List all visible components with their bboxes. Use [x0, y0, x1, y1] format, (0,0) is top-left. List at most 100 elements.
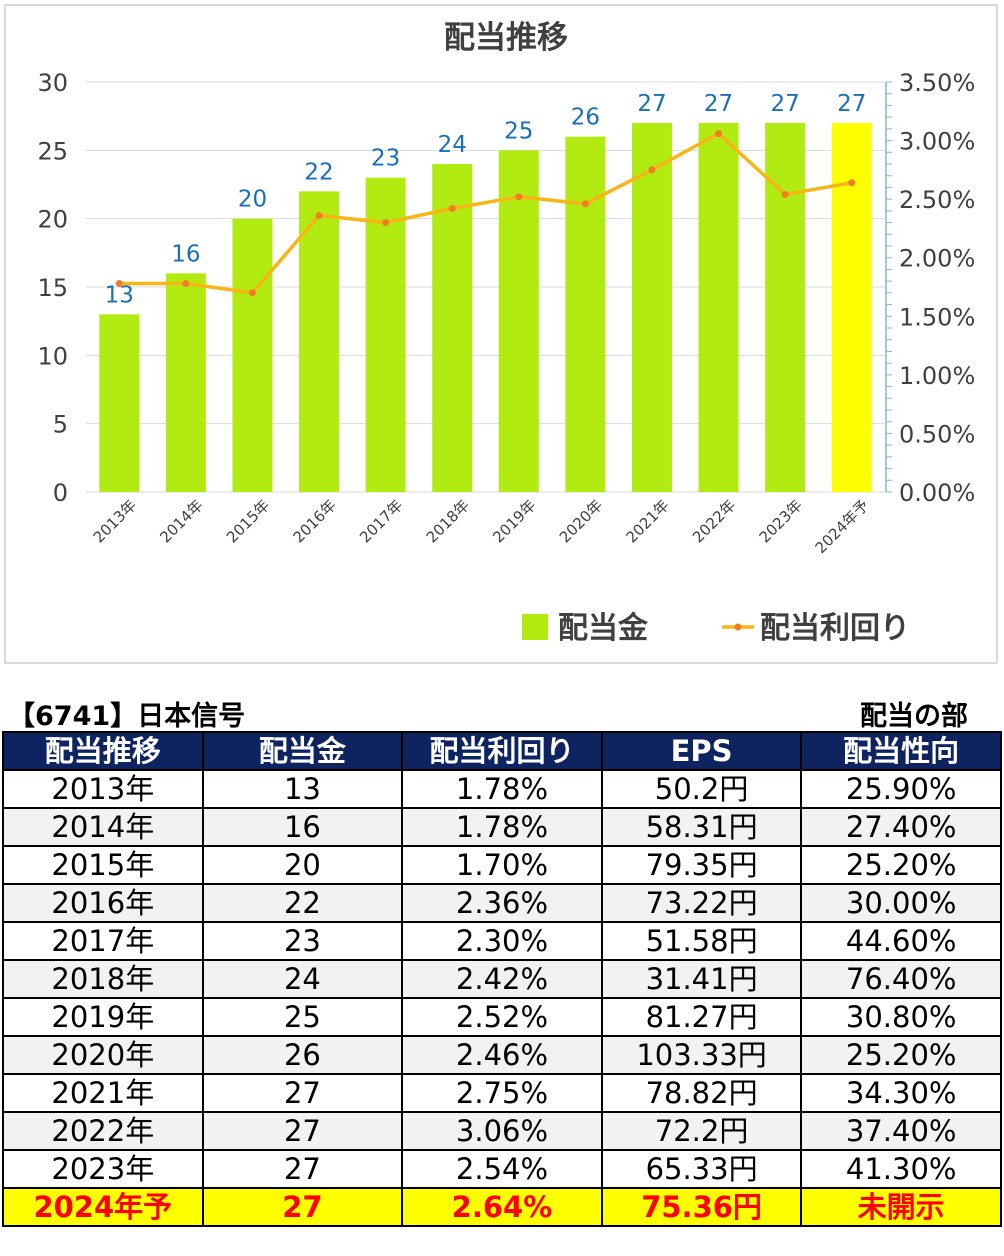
y2-axis-tick-label: 2.00% [899, 245, 975, 273]
table-cell: 41.30% [800, 1149, 1002, 1189]
yield-point [182, 279, 190, 287]
x-axis-tick-label: 2024年予 [812, 496, 873, 557]
x-axis-tick-label: 2015年 [223, 496, 273, 546]
table-row: 2015年 20 1.70% 79.35円 25.20% [2, 845, 1002, 885]
table-row: 2013年 13 1.78% 50.2円 25.90% [2, 769, 1002, 809]
table-cell: 3.06% [401, 1111, 603, 1151]
table-row: 2014年 16 1.78% 58.31円 27.40% [2, 807, 1002, 847]
table-cell: 34.30% [800, 1073, 1002, 1113]
x-axis-tick-label: 2014年 [156, 496, 206, 546]
table-cell: 25.90% [800, 769, 1002, 809]
bar-data-label: 27 [637, 91, 666, 117]
bar [498, 150, 539, 493]
column-header: 配当推移 [2, 731, 204, 771]
table-cell: 25.20% [800, 1035, 1002, 1075]
chart-canvas: 配当推移 0 5 10 15 20 25 30 0.00% 0.50% 1.00% 1.50% 2.00… [37, 20, 975, 646]
x-axis-tick-label: 2018年 [423, 496, 473, 546]
x-axis-tick-label: 2020年 [556, 496, 606, 546]
table-cell: 25 [201, 997, 404, 1037]
bar [765, 123, 806, 492]
table-cell: 65.33円 [600, 1149, 803, 1189]
table-cell: 2022年 [2, 1111, 204, 1151]
table-cell: 23 [201, 921, 404, 961]
legend-swatch-bar [522, 614, 548, 640]
table-cell: 27 [201, 1111, 404, 1151]
x-axis-tick-label: 2023年 [756, 496, 806, 546]
legend-label-dividend: 配当金 [558, 611, 649, 646]
table-cell: 78.82円 [600, 1073, 803, 1113]
table-cell: 2013年 [2, 769, 204, 809]
table-cell: 2015年 [2, 845, 204, 885]
bar [432, 164, 473, 492]
table-row: 2020年 26 2.46% 103.33円 25.20% [2, 1035, 1002, 1075]
table-cell: 2018年 [2, 959, 204, 999]
table-cell: 30.00% [800, 883, 1002, 923]
bar-data-label: 16 [171, 241, 200, 267]
table-cell: 27 [201, 1149, 404, 1189]
table-cell: 13 [201, 769, 404, 809]
bar [165, 273, 206, 492]
table-cell: 72.2円 [600, 1111, 803, 1151]
table-row: 2022年 27 3.06% 72.2円 37.40% [2, 1111, 1002, 1151]
table-cell: 2016年 [2, 883, 204, 923]
y2-axis-tick-label: 0.50% [899, 420, 975, 448]
table-cell: 24 [201, 959, 404, 999]
bar-data-label: 27 [770, 91, 799, 117]
table-cell: 2.54% [401, 1149, 603, 1189]
dividend-chart: 配当推移 0 5 10 15 20 25 30 0.00% 0.50% 1.00% 1.50% 2.00… [4, 4, 998, 664]
legend-label-yield: 配当利回り [760, 611, 910, 646]
y-axis-tick-label: 30 [37, 69, 68, 97]
table-cell: 79.35円 [600, 845, 803, 885]
yield-point [448, 205, 456, 213]
table-cell: 20 [201, 845, 404, 885]
table-row: 2024年予 27 2.64% 75.36円 未開示 [2, 1187, 1002, 1227]
table-cell: 2.75% [401, 1073, 603, 1113]
x-axis-tick-label: 2022年 [689, 496, 739, 546]
table-row: 2021年 27 2.75% 78.82円 34.30% [2, 1073, 1002, 1113]
y2-axis-tick-label: 1.00% [899, 362, 975, 390]
table-row: 2017年 23 2.30% 51.58円 44.60% [2, 921, 1002, 961]
table-cell: 37.40% [800, 1111, 1002, 1151]
table-cell: 27 [201, 1187, 404, 1227]
yield-point [515, 193, 523, 201]
yield-point [248, 289, 256, 297]
table-cell: 2.64% [401, 1187, 603, 1227]
bar [565, 136, 606, 492]
table-cell: 1.78% [401, 769, 603, 809]
table-cell: 27.40% [800, 807, 1002, 847]
table-cell: 76.40% [800, 959, 1002, 999]
y2-axis-tick-label: 1.50% [899, 303, 975, 331]
y-axis-tick-label: 20 [37, 206, 68, 234]
x-axis-tick-label: 2019年 [489, 496, 539, 546]
table-cell: 50.2円 [600, 769, 803, 809]
bar-data-label: 27 [837, 91, 866, 117]
column-header: EPS [600, 731, 803, 771]
yield-point [648, 166, 656, 174]
yield-point [848, 179, 856, 187]
table-cell: 31.41円 [600, 959, 803, 999]
yield-line [119, 131, 853, 295]
table-cell: 75.36円 [600, 1187, 803, 1227]
table-cell: 2014年 [2, 807, 204, 847]
table-cell: 2021年 [2, 1073, 204, 1113]
table-cell: 2.36% [401, 883, 603, 923]
x-axis-tick-label: 2016年 [290, 496, 340, 546]
bar-data-label: 23 [371, 146, 400, 172]
table-cell: 2024年予 [2, 1187, 204, 1227]
table-header-row: 配当推移 配当金 配当利回り EPS 配当性向 [2, 731, 1002, 771]
table-cell: 2020年 [2, 1035, 204, 1075]
y2-axis-tick-label: 0.00% [899, 479, 975, 507]
dividend-table: 配当推移 配当金 配当利回り EPS 配当性向 2013年 13 1.78% 50.2円 25.… [2, 731, 1002, 1227]
table-cell: 2023年 [2, 1149, 204, 1189]
y2-axis-tick-label: 2.50% [899, 186, 975, 214]
yield-point [581, 200, 589, 208]
table-cell: 51.58円 [600, 921, 803, 961]
legend-swatch-marker [734, 623, 742, 631]
table-row: 2019年 25 2.52% 81.27円 30.80% [2, 997, 1002, 1037]
bar [299, 191, 340, 493]
y-axis-tick-label: 0 [53, 479, 68, 507]
table-cell: 25.20% [800, 845, 1002, 885]
bar [698, 123, 739, 492]
y-axis-tick-label: 15 [37, 274, 68, 302]
section-label: 配当の部 [860, 701, 968, 732]
